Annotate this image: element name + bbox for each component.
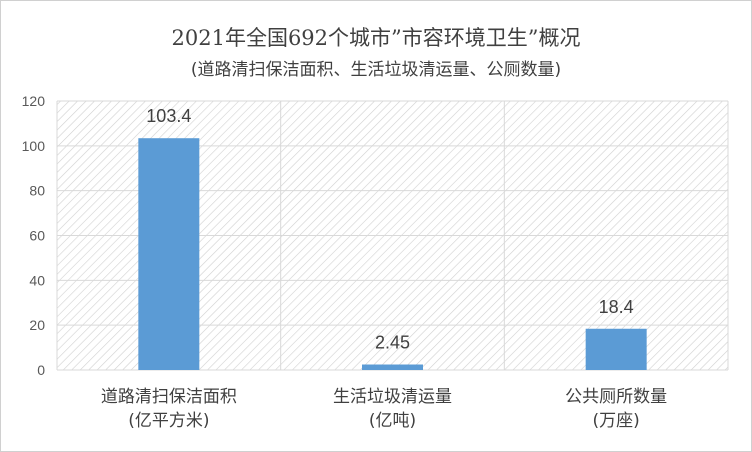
category-label: 生活垃圾清运量 — [333, 387, 452, 407]
data-label: 103.4 — [146, 106, 191, 126]
y-tick-label: 120 — [22, 93, 46, 109]
chart-title: 2021年全国692个城市”市容环境卫生”概况 — [171, 26, 581, 50]
chart-subtitle: (道路清扫保洁面积、生活垃圾清运量、公厕数量) — [190, 60, 562, 80]
data-label: 2.45 — [375, 333, 410, 353]
bar — [362, 364, 423, 370]
category-label: 道路清扫保洁面积 — [101, 387, 237, 407]
category-label: 公共厕所数量 — [565, 387, 667, 407]
category-label: (万座) — [593, 411, 640, 431]
y-tick-label: 80 — [29, 183, 45, 199]
bar — [585, 328, 647, 370]
data-label: 18.4 — [599, 297, 634, 317]
y-tick-label: 60 — [29, 228, 45, 244]
category-label: (亿平方米) — [128, 411, 209, 431]
y-tick-label: 40 — [29, 272, 45, 288]
category-label: (亿吨) — [369, 411, 416, 431]
y-tick-label: 20 — [29, 317, 45, 333]
y-tick-label: 100 — [22, 138, 46, 154]
bar — [138, 138, 200, 370]
y-tick-label: 0 — [37, 362, 45, 378]
